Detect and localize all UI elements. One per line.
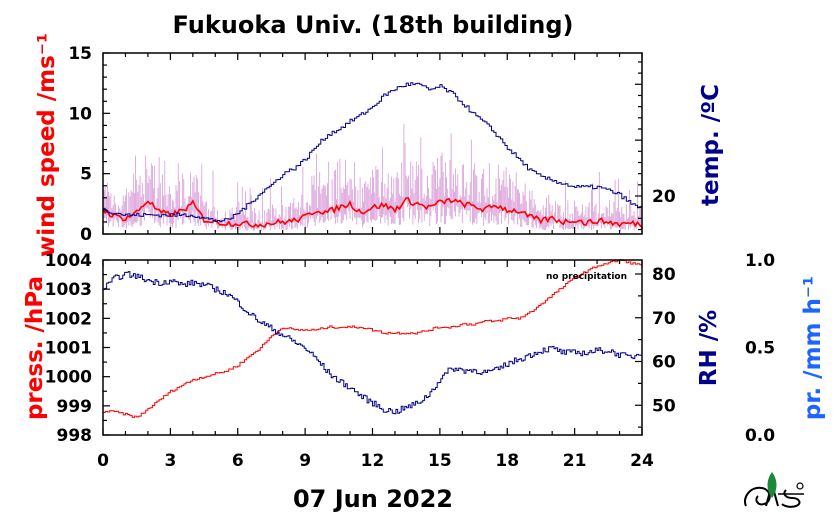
humidity-axis-label: RH /% bbox=[696, 310, 722, 386]
pressure-series bbox=[103, 259, 643, 418]
wind-tick-label: 0 bbox=[80, 225, 92, 245]
temperature-series bbox=[103, 82, 643, 223]
pressure-tick-label: 1003 bbox=[45, 280, 92, 300]
x-tick-label: 15 bbox=[428, 451, 452, 471]
institution-logo bbox=[744, 472, 804, 508]
pressure-tick-label: 999 bbox=[57, 397, 93, 417]
precipitation-axis-label: pr. /mm h⁻¹ bbox=[800, 276, 826, 420]
date-label: 07 Jun 2022 bbox=[293, 485, 453, 513]
pressure-axis-label: press. /hPa bbox=[22, 276, 48, 420]
rh-tick-label: 60 bbox=[652, 353, 676, 373]
rh-tick-label: 50 bbox=[652, 396, 676, 416]
pressure-tick-label: 998 bbox=[57, 426, 93, 446]
temp-tick-label: 20 bbox=[652, 187, 676, 207]
rh-tick-label: 70 bbox=[652, 309, 676, 329]
wind-tick-label: 5 bbox=[80, 165, 92, 185]
chart-title: Fukuoka Univ. (18th building) bbox=[173, 11, 574, 39]
rh-tick-label: 80 bbox=[652, 265, 676, 285]
x-tick-label: 0 bbox=[97, 451, 109, 471]
precip-tick-label: 0.5 bbox=[745, 339, 775, 359]
x-tick-label: 12 bbox=[361, 451, 385, 471]
wind-tick-label: 10 bbox=[68, 104, 92, 124]
pressure-tick-label: 1001 bbox=[45, 339, 92, 359]
precipitation-note: no precipitation bbox=[546, 272, 627, 282]
x-tick-label: 3 bbox=[164, 451, 176, 471]
temperature-axis-label: temp. /ºC bbox=[698, 84, 724, 206]
pressure-tick-label: 1002 bbox=[45, 309, 92, 329]
x-tick-label: 21 bbox=[563, 451, 587, 471]
x-tick-label: 9 bbox=[299, 451, 311, 471]
precip-tick-label: 1.0 bbox=[745, 251, 775, 271]
bottom-plot-frame bbox=[102, 259, 643, 436]
x-tick-label: 18 bbox=[495, 451, 519, 471]
precip-tick-label: 0.0 bbox=[745, 426, 775, 446]
pressure-tick-label: 1000 bbox=[45, 368, 92, 388]
wind-speed-series bbox=[102, 197, 643, 228]
wind-speed-raw-series bbox=[102, 124, 643, 232]
humidity-series bbox=[103, 271, 643, 415]
x-tick-label: 6 bbox=[232, 451, 244, 471]
bottom-axis-ticks bbox=[102, 259, 643, 436]
wind-speed-axis-label: wind speed /ms⁻¹ bbox=[34, 33, 60, 257]
x-tick-label: 24 bbox=[630, 451, 654, 471]
wind-tick-label: 15 bbox=[68, 44, 92, 64]
pressure-tick-label: 1004 bbox=[45, 251, 92, 271]
top-axis-ticks bbox=[102, 52, 643, 235]
